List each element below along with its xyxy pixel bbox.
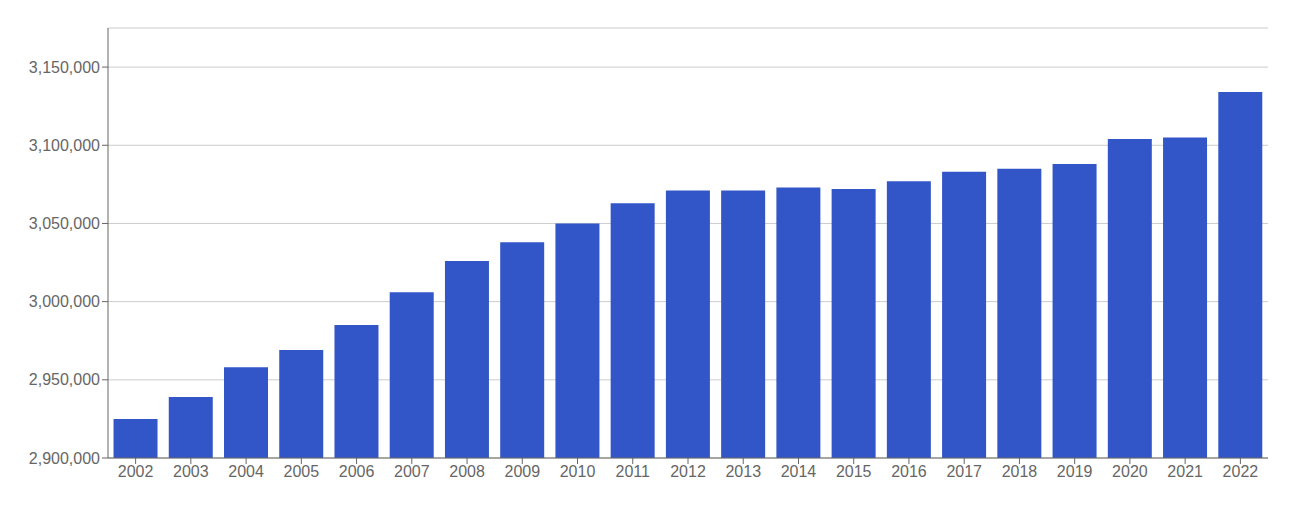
svg-text:2,950,000: 2,950,000 xyxy=(29,371,100,388)
svg-text:2013: 2013 xyxy=(725,463,761,480)
svg-text:2019: 2019 xyxy=(1057,463,1093,480)
svg-text:2020: 2020 xyxy=(1112,463,1148,480)
svg-text:2018: 2018 xyxy=(1002,463,1038,480)
svg-text:2006: 2006 xyxy=(339,463,375,480)
svg-text:2005: 2005 xyxy=(284,463,320,480)
svg-text:2009: 2009 xyxy=(504,463,540,480)
svg-text:2,900,000: 2,900,000 xyxy=(29,450,100,467)
svg-text:3,050,000: 3,050,000 xyxy=(29,215,100,232)
svg-text:2004: 2004 xyxy=(228,463,264,480)
svg-text:2011: 2011 xyxy=(616,463,651,480)
svg-text:2002: 2002 xyxy=(118,463,154,480)
svg-text:3,000,000: 3,000,000 xyxy=(29,293,100,310)
svg-text:2015: 2015 xyxy=(836,463,872,480)
svg-text:2012: 2012 xyxy=(670,463,706,480)
svg-text:2014: 2014 xyxy=(781,463,817,480)
svg-text:2010: 2010 xyxy=(560,463,596,480)
svg-text:3,100,000: 3,100,000 xyxy=(29,137,100,154)
svg-text:2003: 2003 xyxy=(173,463,209,480)
svg-text:2016: 2016 xyxy=(891,463,927,480)
svg-text:2017: 2017 xyxy=(946,463,982,480)
svg-text:2022: 2022 xyxy=(1223,463,1259,480)
svg-text:3,150,000: 3,150,000 xyxy=(29,59,100,76)
svg-text:2021: 2021 xyxy=(1167,463,1203,480)
svg-text:2008: 2008 xyxy=(449,463,485,480)
svg-text:2007: 2007 xyxy=(394,463,430,480)
